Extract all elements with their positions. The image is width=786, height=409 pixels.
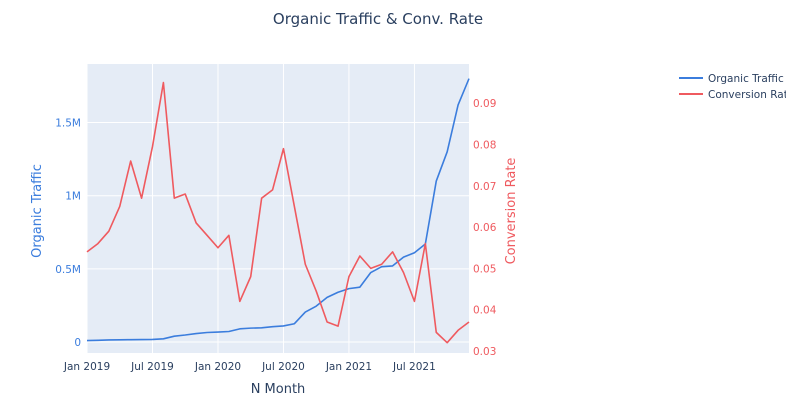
series-layer — [86, 78, 470, 344]
y-axis-right-ticks: 0.03 0.04 0.05 0.06 0.07 0.08 0.09 — [473, 98, 497, 358]
y-left-tick-label: 0 — [74, 337, 81, 349]
y-left-tick-label: 1M — [65, 191, 81, 203]
x-tick-label: Jan 2020 — [194, 361, 241, 373]
y-right-tick-label: 0.05 — [473, 263, 496, 275]
y-right-tick-label: 0.04 — [473, 305, 497, 317]
x-tick-label: Jul 2019 — [130, 361, 174, 373]
y-axis-left-title: Organic Traffic — [30, 164, 45, 258]
x-tick-label: Jul 2021 — [392, 361, 436, 373]
conversion-rate-line[interactable] — [86, 81, 470, 344]
chart-title: Organic Traffic & Conv. Rate — [273, 10, 483, 28]
organic-traffic-line[interactable] — [86, 78, 470, 342]
y-left-tick-label: 1.5M — [55, 118, 81, 130]
legend: Organic Traffic Conversion Rat — [679, 73, 786, 101]
x-tick-label: Jan 2021 — [325, 361, 372, 373]
x-axis-ticks: Jan 2019 Jul 2019 Jan 2020 Jul 2020 Jan 2021… — [63, 361, 436, 373]
grid — [86, 64, 469, 353]
y-left-tick-label: 0.5M — [55, 264, 81, 276]
legend-label[interactable]: Organic Traffic — [708, 73, 784, 85]
legend-label[interactable]: Conversion Rat — [708, 89, 786, 101]
x-axis-title: N Month — [251, 382, 306, 397]
y-axis-right-title: Conversion Rate — [504, 158, 519, 265]
y-right-tick-label: 0.08 — [473, 140, 496, 152]
x-tick-label: Jul 2020 — [261, 361, 305, 373]
y-axis-left-ticks: 0 0.5M 1M 1.5M — [55, 118, 81, 349]
plot-area[interactable] — [87, 64, 469, 353]
x-tick-label: Jan 2019 — [63, 361, 110, 373]
y-right-tick-label: 0.06 — [473, 222, 497, 234]
y-right-tick-label: 0.07 — [473, 181, 496, 193]
y-right-tick-label: 0.09 — [473, 98, 496, 110]
y-right-tick-label: 0.03 — [473, 346, 496, 358]
